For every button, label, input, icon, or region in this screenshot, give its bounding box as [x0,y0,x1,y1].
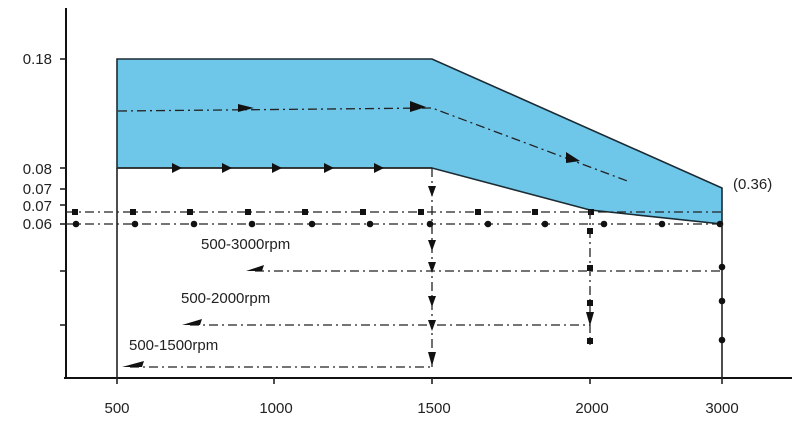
y-tick-label-006: 0.06 [23,216,52,233]
annotation-036: (0.36) [733,176,772,193]
lower-guide-arrow-1 [172,163,182,173]
x-tick-label-1000: 1000 [259,400,292,417]
upper-guide-arrow-3 [566,152,580,163]
band-area [116,58,723,225]
series-label-3: 500-1500rpm [129,337,218,354]
upper-guide-arrow-2 [410,101,426,112]
y-tick-label-007a: 0.07 [23,181,52,198]
x-tick-label-3000: 3000 [705,400,738,417]
y-ticks [60,58,66,326]
markers-3000 [718,263,726,344]
y-tick-label-008: 0.08 [23,161,52,178]
y-tick-label-018: 0.18 [23,51,52,68]
lower-guide-arrow-4 [324,163,334,173]
lower-guide-arrow-3 [272,163,282,173]
lower-guide-arrow-5 [374,163,384,173]
series-label-2: 500-2000rpm [181,290,270,307]
series-label-1: 500-3000rpm [201,236,290,253]
circles-006 [72,220,724,228]
x-tick-label-2000: 2000 [575,400,608,417]
markers-2000 [586,228,594,344]
y-tick-label-007b: 0.07 [23,198,52,215]
x-tick-label-1500: 1500 [417,400,450,417]
x-ticks [116,378,723,384]
range-arrow-500-1500 [122,361,144,367]
upper-guide-arrow-1 [238,104,254,112]
markers-1500 [428,186,436,366]
range-arrow-500-3000 [246,265,264,271]
range-arrow-500-2000 [182,319,202,325]
squares-007 [72,209,594,215]
x-tick-label-500: 500 [104,400,129,417]
lower-guide-arrow-2 [222,163,232,173]
